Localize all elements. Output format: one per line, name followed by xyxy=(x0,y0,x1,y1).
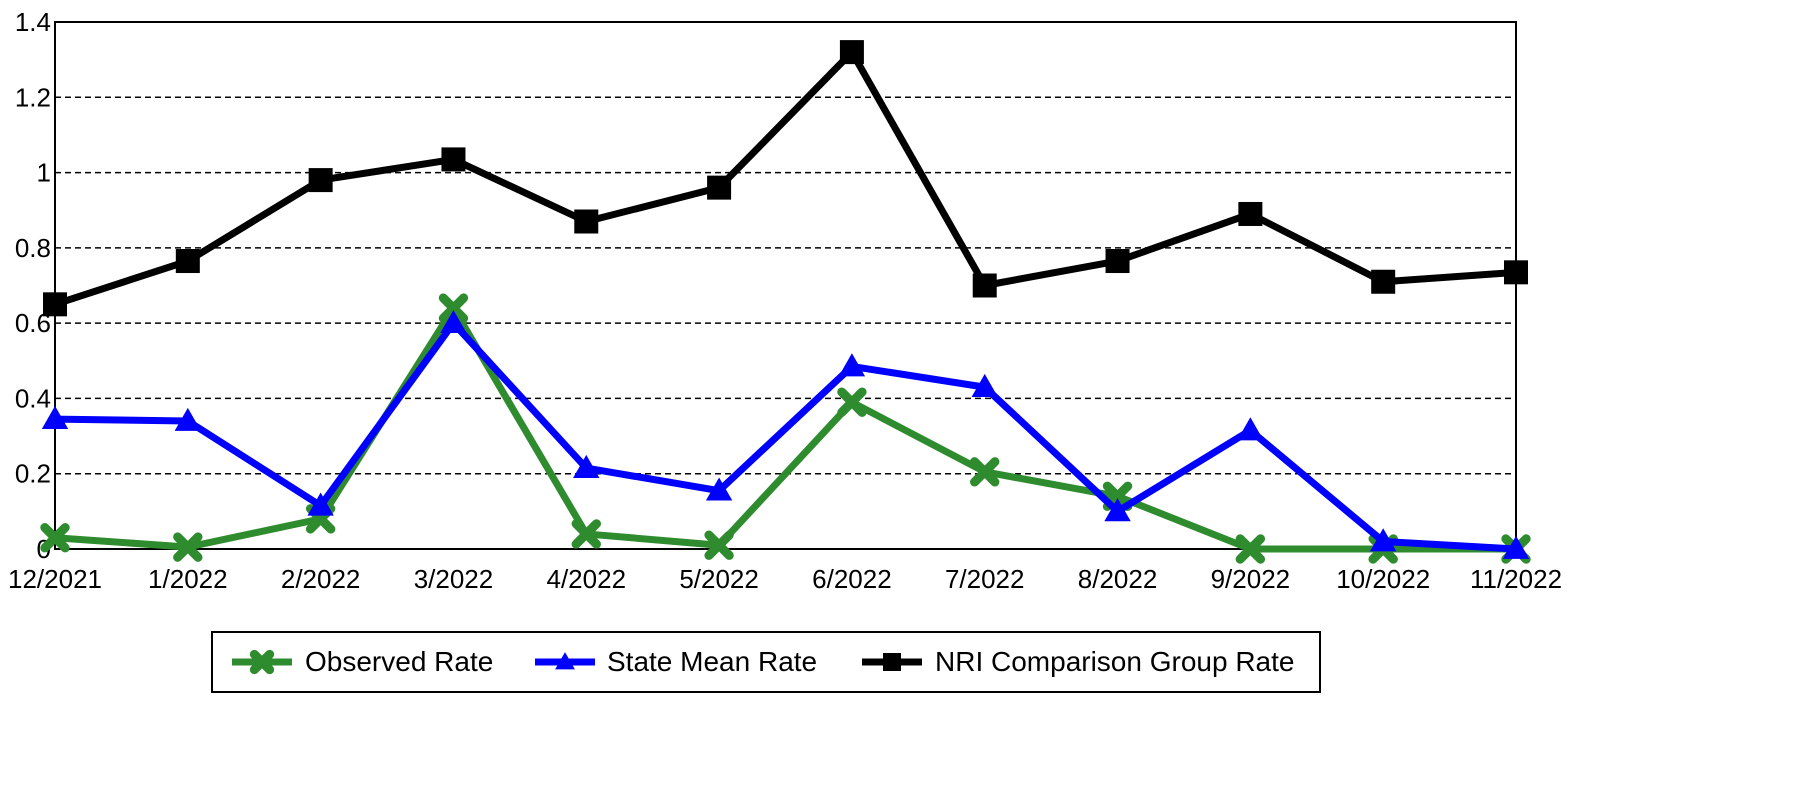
series-line xyxy=(53,48,1517,308)
x-axis-tick-labels: 12/2021 1/2022 2/2022 3/2022 4/2022 5/2022 6/2… xyxy=(8,564,1562,594)
data-point xyxy=(839,40,864,65)
legend: Observed Rate State Mean Rate NRI Comparis… xyxy=(211,631,1321,693)
data-point xyxy=(438,293,469,323)
data-point xyxy=(440,309,467,334)
series-nri-comparison-group-rate xyxy=(43,40,1528,317)
data-point xyxy=(307,492,334,516)
x-tick-label: 8/2022 xyxy=(1078,564,1158,594)
data-point xyxy=(970,457,1000,487)
data-point xyxy=(707,175,732,200)
data-point xyxy=(705,477,733,501)
data-point xyxy=(571,519,601,549)
data-point xyxy=(1105,249,1130,274)
series-observed-rate xyxy=(40,293,1531,564)
series-line xyxy=(54,304,1516,553)
x-tick-label: 7/2022 xyxy=(945,564,1025,594)
data-point xyxy=(837,387,867,417)
data-point xyxy=(308,168,333,193)
x-tick-label: 10/2022 xyxy=(1336,564,1430,594)
data-point xyxy=(1504,260,1528,285)
x-tick-label: 11/2022 xyxy=(1470,564,1562,594)
data-point xyxy=(574,209,599,234)
data-point xyxy=(555,652,575,670)
x-tick-label: 2/2022 xyxy=(281,564,361,594)
y-tick-label: 1 xyxy=(37,158,51,188)
legend-item: NRI Comparison Group Rate xyxy=(862,646,1294,677)
y-axis-tick-labels: 00.20.40.60.811.21.4 xyxy=(15,7,51,564)
y-tick-label: 0.2 xyxy=(15,459,51,489)
data-point xyxy=(1104,498,1131,522)
x-tick-label: 12/2021 xyxy=(8,564,102,594)
data-point xyxy=(173,532,203,562)
data-point xyxy=(1502,535,1530,559)
data-point xyxy=(175,249,200,274)
data-point xyxy=(1235,534,1266,564)
legend-label: Observed Rate xyxy=(305,646,493,677)
series-state-mean-rate xyxy=(41,309,1530,559)
data-point xyxy=(573,454,600,478)
data-point xyxy=(704,530,734,560)
data-point xyxy=(838,353,866,377)
data-point xyxy=(883,653,901,671)
data-point xyxy=(971,373,998,398)
data-point xyxy=(40,523,70,553)
y-tick-label: 1.2 xyxy=(15,82,51,112)
legend-label: NRI Comparison Group Rate xyxy=(935,646,1294,677)
data-point xyxy=(1238,201,1263,226)
gridlines xyxy=(55,96,1516,475)
data-point xyxy=(1369,528,1397,552)
x-tick-label: 4/2022 xyxy=(547,564,627,594)
data-point xyxy=(43,292,67,317)
data-point xyxy=(41,405,69,430)
data-point xyxy=(249,649,275,675)
series-layer xyxy=(40,40,1531,564)
legend-item: Observed Rate xyxy=(232,646,493,677)
data-point xyxy=(972,273,997,298)
x-tick-label: 6/2022 xyxy=(812,564,892,594)
y-tick-label: 1.4 xyxy=(15,7,51,37)
data-point xyxy=(441,147,466,172)
y-tick-label: 0.8 xyxy=(15,233,51,263)
plot-area-frame xyxy=(54,21,1517,550)
legend-box xyxy=(211,631,1321,693)
series-line xyxy=(54,319,1517,553)
x-tick-label: 3/2022 xyxy=(414,564,494,594)
data-point xyxy=(1371,269,1396,294)
legend-label: State Mean Rate xyxy=(607,646,817,677)
legend-item: State Mean Rate xyxy=(535,646,817,677)
x-tick-label: 1/2022 xyxy=(148,564,228,594)
x-tick-label: 5/2022 xyxy=(679,564,759,594)
x-tick-label: 9/2022 xyxy=(1211,564,1291,594)
data-point xyxy=(1237,417,1264,441)
data-point xyxy=(174,407,202,431)
y-tick-label: 0.4 xyxy=(15,383,51,413)
